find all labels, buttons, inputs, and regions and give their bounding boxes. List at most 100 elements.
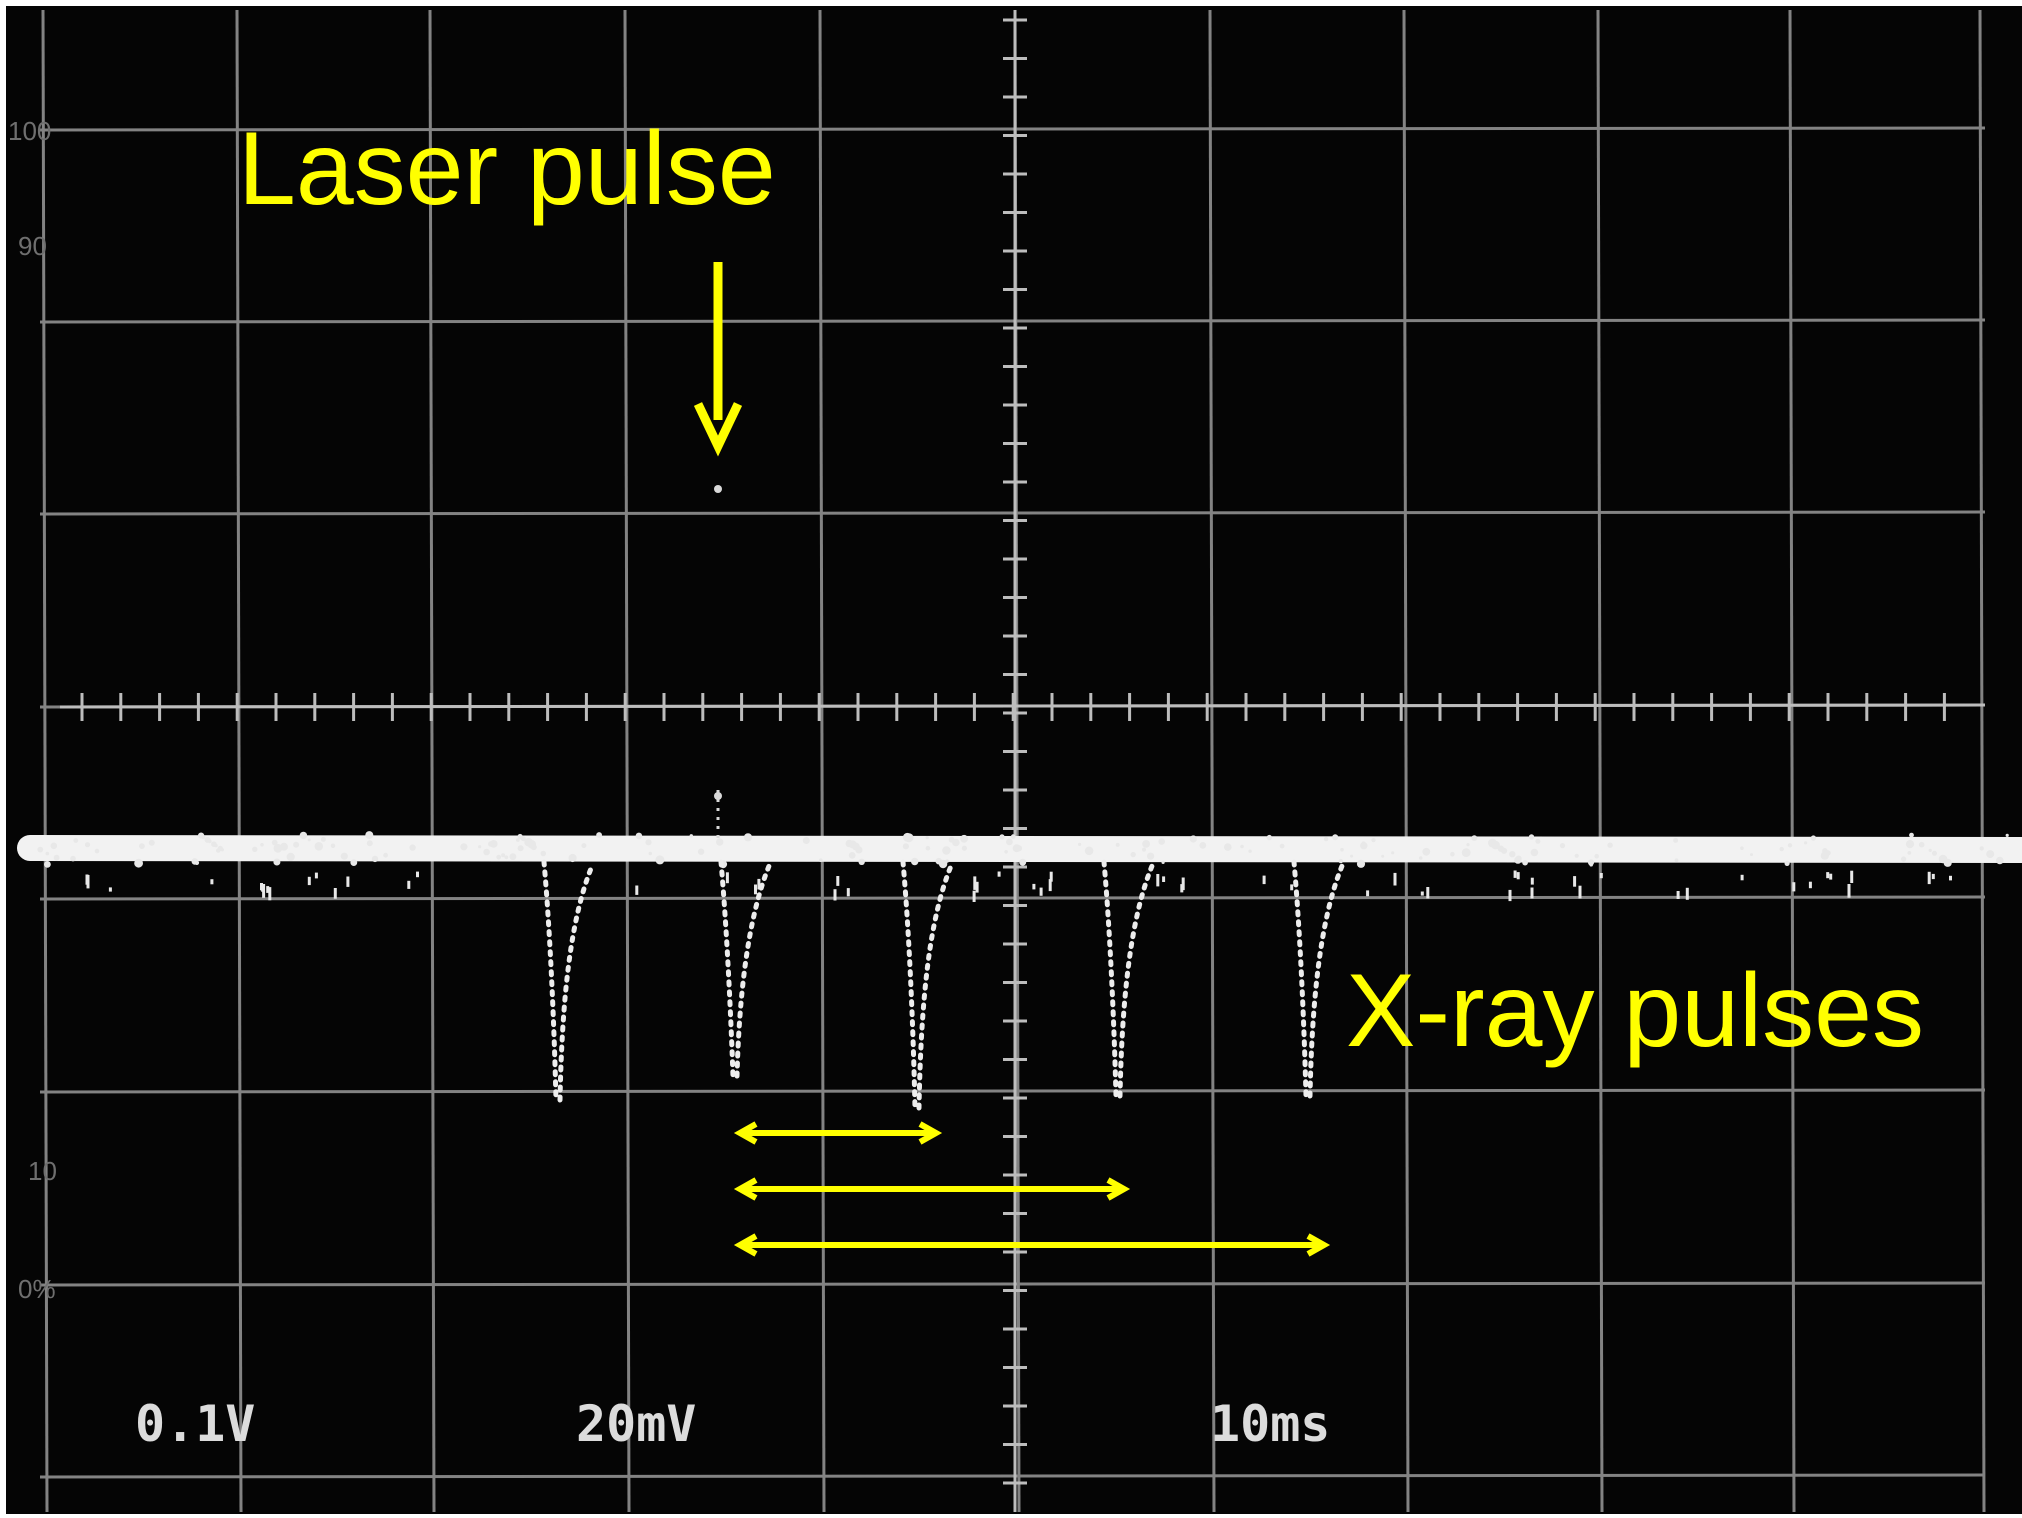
- trace-noise-dot: [261, 886, 265, 892]
- grid-vertical-line: [428, 9, 436, 1513]
- grid-vertical-line: [818, 9, 826, 1513]
- trace-noise-dot: [1928, 848, 1932, 853]
- trace-noise-dot: [280, 842, 288, 851]
- trace-noise-dot: [689, 834, 693, 838]
- grid-vertical-line: [1208, 9, 1216, 1513]
- trace-noise-dot: [45, 851, 50, 856]
- xray-pulse-traces: [541, 859, 1345, 1111]
- trace-noise-dot: [1199, 842, 1207, 849]
- grid-vertical-line: [623, 9, 631, 1513]
- trace-noise-dot: [1779, 846, 1784, 852]
- trace-noise-dot: [340, 852, 348, 860]
- trace-noise-dot: [1391, 851, 1395, 855]
- trace-noise-dot: [1905, 840, 1915, 849]
- trace-noise-dot: [515, 838, 520, 842]
- trace-noise-dot: [858, 858, 865, 865]
- trace-noise-dot: [260, 843, 264, 847]
- percent-mark-0: 0%: [18, 1274, 56, 1304]
- trace-noise-dot: [1039, 887, 1043, 896]
- trace-noise-dot: [1471, 835, 1478, 841]
- trace-noise-dot: [1826, 872, 1830, 879]
- xray-pulses-label: X-ray pulses: [1346, 953, 1924, 1069]
- trace-noise-dot: [53, 854, 60, 861]
- trace-noise-dot: [84, 842, 91, 848]
- trace-noise-dot: [648, 851, 652, 856]
- trace-noise-dot: [1949, 875, 1952, 881]
- trace-noise-dot: [645, 839, 652, 846]
- trace-noise-dot: [1393, 872, 1397, 886]
- trace-noise-dot: [802, 837, 810, 844]
- grid-vertical-line: [1596, 9, 1604, 1513]
- trace-noise-dot: [1366, 890, 1370, 897]
- trace-noise-dot: [1461, 848, 1471, 857]
- trace-noise-dot: [1931, 873, 1935, 880]
- trace-noise-dot: [73, 838, 79, 843]
- trace-noise-dot: [1381, 854, 1385, 858]
- trace-noise-dot: [1048, 879, 1052, 892]
- grid-horizontal-line: [39, 1088, 1986, 1094]
- trace-noise-dot: [139, 843, 145, 849]
- trace-noise-dot: [999, 834, 1005, 840]
- trace-noise-dot: [1450, 851, 1455, 857]
- xray-pulse-dip: [541, 859, 595, 1103]
- trace-noise-dot: [1049, 871, 1053, 882]
- trace-noise-dot: [972, 890, 976, 902]
- interval-arrow-1: [733, 1121, 943, 1145]
- trace-noise-dot: [1004, 850, 1008, 854]
- grid-horizontal-line: [39, 126, 1986, 132]
- ch1-scale-readout: 0.1V: [135, 1395, 255, 1453]
- trace-noise-dot: [1530, 877, 1534, 885]
- grid-horizontal-line: [39, 318, 1986, 324]
- trace-noise-dot: [1932, 850, 1937, 856]
- trace-noise-dot: [266, 886, 270, 893]
- trace-noise-dot: [1084, 846, 1094, 856]
- trace-noise-dot: [1685, 887, 1689, 900]
- trace-noise-dot: [1599, 873, 1603, 879]
- trace-noise-dot: [1820, 851, 1829, 860]
- trace-noise-dot: [1032, 883, 1036, 890]
- trace-noise-dot: [383, 852, 388, 858]
- trace-noise-dot: [833, 889, 837, 901]
- trace-noise-dot: [596, 832, 602, 838]
- grid-vertical-line: [235, 9, 243, 1513]
- trace-noise-dot: [1371, 838, 1376, 843]
- trace-noise-dot: [330, 843, 336, 849]
- trace-noise-dot: [504, 855, 509, 860]
- trace-noise-dot: [220, 848, 224, 852]
- trace-noise-dot: [207, 839, 212, 844]
- xray-pulse-dip: [1291, 859, 1345, 1099]
- trace-noise-dot: [581, 843, 587, 849]
- trace-noise-dot: [540, 850, 547, 857]
- trace-noise-dot: [2005, 833, 2009, 838]
- trace-noise-dot: [520, 836, 526, 842]
- trace-noise-dot: [1181, 877, 1185, 891]
- trace-noise-dot: [1290, 884, 1294, 891]
- graticule-center-axes: [59, 10, 1986, 1512]
- trace-noise-dot: [365, 831, 374, 840]
- trace-noise-dot: [911, 857, 919, 866]
- trace-noise-dot: [1340, 847, 1344, 852]
- grid-vertical-line: [1788, 9, 1796, 1513]
- timebase-readout: 10ms: [1210, 1395, 1330, 1453]
- trace-noise-dot: [1010, 834, 1016, 839]
- trace-noise-dot: [1189, 835, 1197, 843]
- trace-noise-dot: [194, 860, 200, 865]
- trace-noise-dot: [1573, 876, 1577, 887]
- trace-noise-dot: [1115, 842, 1120, 847]
- trace-noise-dot: [975, 881, 979, 893]
- trace-noise-dot: [314, 872, 318, 879]
- trace-noise-dot: [333, 888, 337, 899]
- interval-arrow-2: [733, 1177, 1131, 1201]
- trace-noise-dot: [268, 887, 272, 901]
- trace-noise-dot: [1989, 852, 1994, 857]
- trace-noise-dot: [273, 858, 281, 866]
- trace-noise-dot: [1535, 838, 1541, 844]
- trace-noise-dot: [210, 879, 214, 885]
- trace-noise-dot: [1528, 834, 1535, 840]
- trace-noise-dot: [1422, 847, 1431, 856]
- trace-noise-dot: [517, 845, 524, 852]
- trace-noise-dot: [314, 842, 324, 851]
- trace-noise-dot: [1078, 842, 1082, 847]
- trace-noise-dot: [725, 872, 729, 884]
